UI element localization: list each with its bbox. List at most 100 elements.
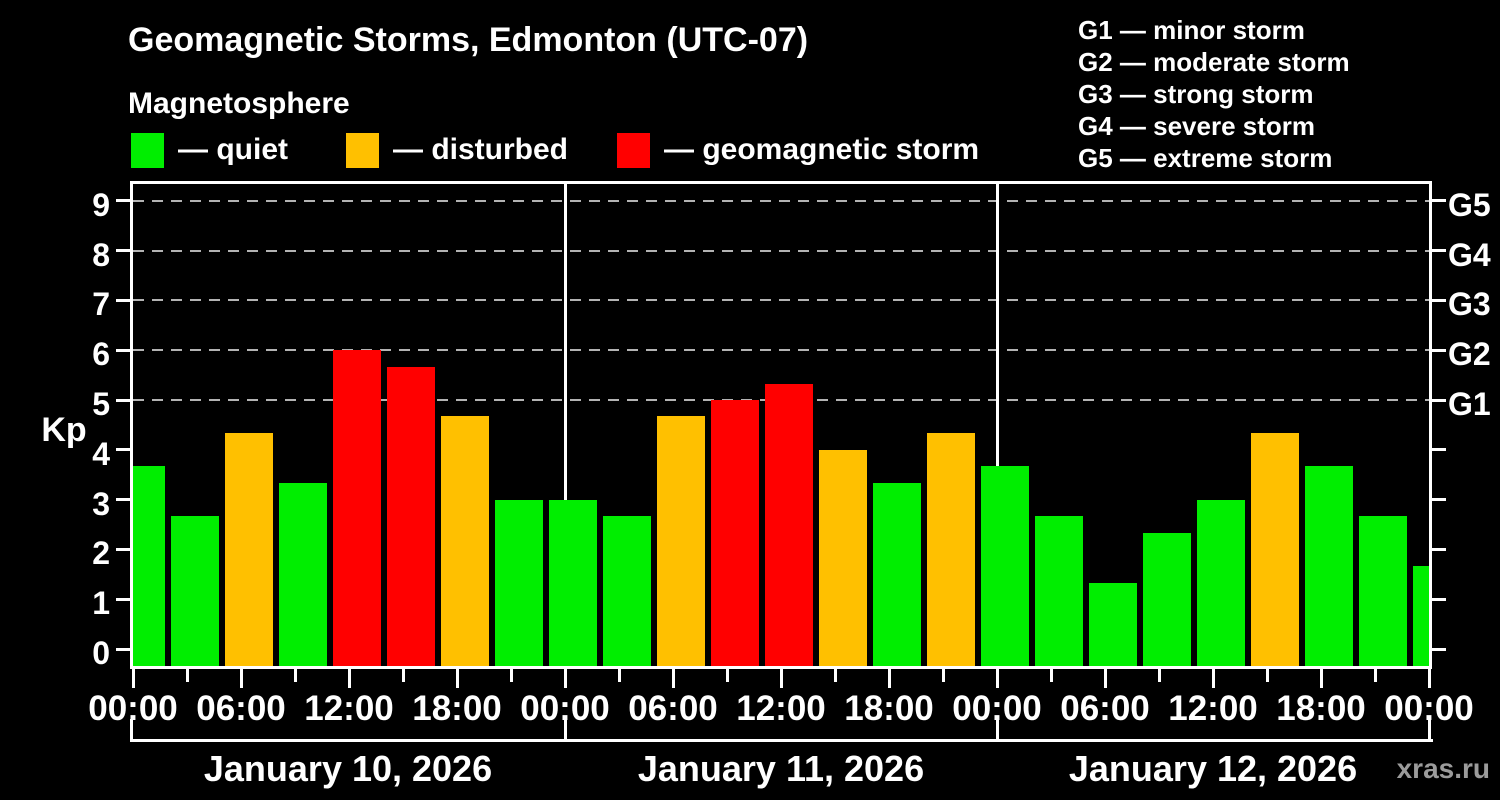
kp-bar: [133, 466, 165, 666]
time-tick: [239, 669, 243, 688]
kp-bar: [1413, 565, 1429, 666]
g-axis-label: G1: [1448, 386, 1491, 422]
plot-area: [130, 181, 1432, 669]
kp-bar: [603, 516, 651, 666]
g-axis-tick: [1432, 498, 1446, 502]
kp-bar: [1197, 499, 1245, 666]
time-tick: [347, 669, 351, 688]
g-axis-label: G5: [1448, 186, 1491, 223]
disturbed-color-swatch: [346, 132, 379, 168]
time-label: 18:00: [412, 689, 502, 728]
kp-bar: [981, 466, 1029, 666]
kp-bar: [225, 433, 273, 666]
time-label: 06:00: [1060, 689, 1150, 728]
g-axis-tick: [1432, 647, 1446, 651]
plot-inner: [133, 184, 1429, 666]
kp-bar: [441, 416, 489, 666]
kp-axis-tick: [116, 199, 130, 203]
time-label: 18:00: [1276, 689, 1366, 728]
kp-bar: [1359, 516, 1407, 666]
time-tick: [725, 669, 729, 682]
y-axis-title: Kp: [41, 411, 87, 449]
date-bracket-tick: [129, 719, 133, 742]
time-tick: [401, 669, 405, 682]
g-axis-tick: [1432, 199, 1446, 203]
time-label: 12:00: [1168, 689, 1258, 728]
date-bracket-tick: [995, 719, 999, 742]
storm-scale-legend: G1 — minor storm G2 — moderate storm G3 …: [1078, 14, 1350, 174]
time-tick: [1049, 669, 1053, 682]
kp-bar: [1305, 466, 1353, 666]
gridline-kp6: [133, 349, 1429, 352]
kp-bar: [927, 433, 975, 666]
kp-axis-label: 1: [92, 585, 110, 622]
legend-label-quiet: — quiet: [178, 133, 288, 166]
kp-axis-tick: [116, 597, 130, 601]
time-tick: [1157, 669, 1161, 682]
time-label: 18:00: [844, 689, 934, 728]
kp-axis-tick: [116, 647, 130, 651]
kp-axis-tick: [116, 348, 130, 352]
time-tick: [509, 669, 513, 682]
g-axis-tick: [1432, 597, 1446, 601]
time-tick: [887, 669, 891, 688]
time-tick: [833, 669, 837, 682]
time-label: 00:00: [520, 689, 610, 728]
kp-bar: [873, 483, 921, 666]
chart-title: Geomagnetic Storms, Edmonton (UTC-07): [128, 21, 809, 59]
kp-bar: [1035, 516, 1083, 666]
g-axis-label: G4: [1448, 236, 1491, 273]
kp-axis-label: 7: [92, 286, 110, 323]
kp-axis-tick: [116, 398, 130, 402]
time-label: 12:00: [736, 689, 826, 728]
kp-axis-label: 0: [92, 635, 110, 671]
time-label: 00:00: [88, 689, 178, 728]
legend-label-disturbed: — disturbed: [393, 133, 569, 166]
date-label: January 11, 2026: [637, 748, 925, 789]
kp-axis-label: 9: [92, 186, 110, 223]
g-axis-tick: [1432, 448, 1446, 452]
storm-scale-line-g4: G4 — severe storm: [1078, 111, 1316, 141]
kp-axis-label: 2: [92, 535, 110, 572]
storm-scale-line-g2: G2 — moderate storm: [1078, 47, 1350, 77]
legend-label-storm: — geomagnetic storm: [664, 133, 980, 166]
date-label: January 12, 2026: [1068, 748, 1358, 789]
g-axis-tick: [1432, 547, 1446, 551]
time-label: 06:00: [196, 689, 286, 728]
kp-bar: [495, 499, 543, 666]
time-tick: [455, 669, 459, 688]
kp-bar: [711, 400, 759, 666]
kp-bar: [1143, 532, 1191, 666]
kp-axis-label: 3: [92, 485, 110, 522]
date-bracket-tick: [563, 719, 567, 742]
time-tick: [1319, 669, 1323, 688]
kp-bar: [1251, 433, 1299, 666]
g-axis-tick: [1432, 348, 1446, 352]
date-bracket: [131, 739, 1433, 742]
kp-bar: [171, 516, 219, 666]
gridline-kp9: [133, 199, 1429, 202]
time-label: 12:00: [304, 689, 394, 728]
kp-axis-label: 6: [92, 336, 110, 373]
kp-bar: [765, 383, 813, 666]
kp-bar: [333, 350, 381, 666]
time-tick: [995, 669, 999, 688]
gridline-kp7: [133, 299, 1429, 302]
kp-axis-tick: [116, 498, 130, 502]
storm-scale-line-g3: G3 — strong storm: [1078, 79, 1314, 109]
date-label: January 10, 2026: [203, 748, 493, 789]
time-tick: [779, 669, 783, 688]
day-separator: [995, 184, 999, 666]
g-axis-tick: [1432, 398, 1446, 402]
kp-bar: [1089, 582, 1137, 666]
legend-item-disturbed: — disturbed: [346, 132, 568, 168]
time-tick: [671, 669, 675, 688]
time-tick: [617, 669, 621, 682]
g-axis-tick: [1432, 298, 1446, 302]
kp-bar: [819, 449, 867, 666]
time-tick: [293, 669, 297, 682]
day-separator: [563, 184, 567, 666]
time-tick: [941, 669, 945, 682]
kp-bar: [279, 483, 327, 666]
